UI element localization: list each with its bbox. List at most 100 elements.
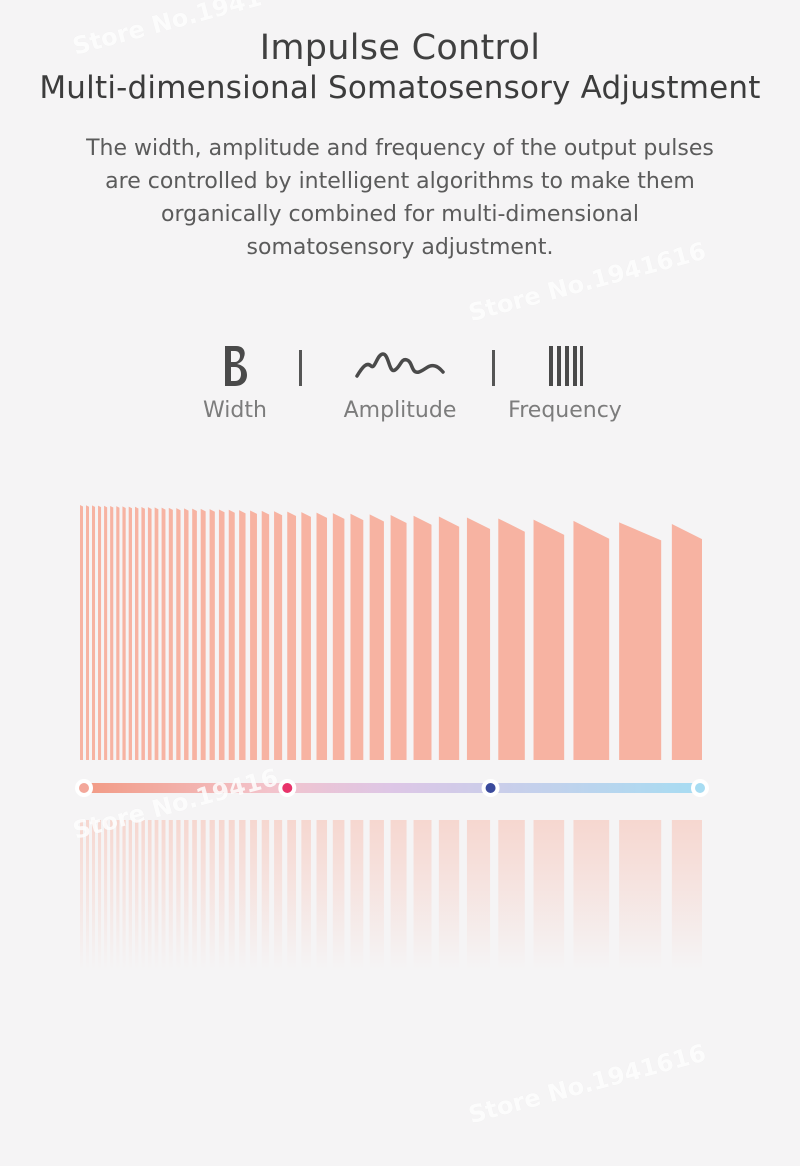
pulse-bar [316, 512, 328, 760]
pulse-bar [209, 509, 215, 760]
pulse-bar-reflection [98, 820, 102, 970]
divider [299, 350, 302, 386]
pulse-bar-reflection [261, 820, 270, 970]
pulse-bar-reflection [128, 820, 133, 970]
pulse-bar-reflection [116, 820, 120, 970]
pulse-bar [239, 510, 246, 760]
pulse-bars [80, 505, 702, 760]
param-label: Frequency [508, 398, 622, 423]
pulse-bar-reflection [122, 820, 126, 970]
pulse-bar-reflection [619, 820, 662, 970]
divider [492, 350, 495, 386]
description-line: The width, amplitude and frequency of th… [86, 136, 714, 161]
pulse-bar [438, 516, 460, 760]
pulse-bar [274, 511, 283, 760]
pulse-bar [573, 520, 610, 760]
pulse-bar-reflection [332, 820, 345, 970]
pulse-bar [390, 514, 407, 760]
pulse-bar-reflection [287, 820, 297, 970]
param-label: Amplitude [343, 398, 457, 423]
pulse-bar-reflection [228, 820, 235, 970]
pulse-bar-reflection [316, 820, 328, 970]
pulse-bar [250, 510, 257, 760]
pulse-bar [135, 506, 139, 760]
description-line: are controlled by intelligent algorithms… [105, 169, 695, 194]
pulse-bar [498, 518, 525, 760]
param-amplitude: Amplitude [335, 340, 465, 423]
wave-icon [335, 340, 465, 390]
pulse-bar-reflection [147, 820, 152, 970]
pulse-bar [176, 508, 181, 760]
pulse-bar-reflection [239, 820, 246, 970]
pulse-bar-reflection [369, 820, 384, 970]
slider-track [84, 783, 700, 793]
pulse-bar-reflection [498, 820, 525, 970]
pulse-bar-reflection [218, 820, 225, 970]
pulse-bar [154, 507, 159, 760]
pulse-bar-reflection [176, 820, 181, 970]
pulse-bar-reflection [110, 820, 114, 970]
letter-b-icon [190, 340, 280, 390]
pulse-bar [671, 524, 702, 760]
pulse-bar-reflection [168, 820, 173, 970]
pulse-bar-reflection [350, 820, 364, 970]
pulse-bar [466, 517, 491, 760]
param-label: Width [203, 398, 267, 423]
description: The width, amplitude and frequency of th… [50, 132, 750, 264]
slider-knob-center [282, 783, 293, 793]
description-line: organically combined for multi-dimension… [161, 202, 639, 227]
pulse-bar [369, 514, 384, 760]
pulse-bar-reflection [573, 820, 610, 970]
pulse-bar-reflection [413, 820, 432, 970]
pulse-bar [92, 505, 96, 760]
pulse-bar [228, 509, 235, 760]
pulse-bar-reflection [141, 820, 145, 970]
pulse-bar [98, 505, 102, 760]
pulse-bar [141, 506, 145, 760]
pulse-bar [86, 505, 90, 760]
pulse-bar-reflection [209, 820, 215, 970]
pulse-bar-reflection [80, 820, 83, 970]
page-title: Impulse Control [259, 28, 541, 68]
slider-knobs [75, 779, 709, 797]
pulse-bar [218, 509, 225, 760]
pulse-bar [116, 506, 120, 760]
pulse-bar-reflection [390, 820, 407, 970]
pulse-reflection [80, 820, 702, 970]
pulse-bar [533, 519, 565, 760]
pulse-bar [128, 506, 133, 760]
pulse-bar-reflection [250, 820, 257, 970]
pulse-bar-reflection [671, 820, 702, 970]
pulse-bar [619, 522, 662, 760]
pulse-bar [104, 505, 108, 760]
pulse-bar-reflection [533, 820, 565, 970]
pulse-bar-reflection [192, 820, 197, 970]
param-width: Width [190, 340, 280, 423]
pulse-bar-reflection [301, 820, 311, 970]
pulse-bar-reflection [274, 820, 283, 970]
pulse-bar-reflection [135, 820, 139, 970]
pulse-bar [192, 508, 197, 760]
pulse-bar [301, 512, 311, 760]
slider-knob-center [79, 783, 89, 793]
pulse-bar [413, 515, 432, 760]
pulse-bar-reflection [161, 820, 166, 970]
pulse-bar [80, 505, 83, 760]
pulse-bar [200, 508, 206, 760]
pulse-bar-reflection [86, 820, 90, 970]
pulse-bar [161, 507, 166, 760]
pulse-bar [261, 510, 270, 760]
page-subtitle: Multi-dimensional Somatosensory Adjustme… [39, 70, 761, 106]
pulse-bar [332, 513, 345, 760]
pulse-bar [287, 511, 297, 760]
bars-icon [500, 340, 630, 390]
pulse-bar-reflection [154, 820, 159, 970]
pulse-bar-reflection [438, 820, 460, 970]
pulse-bar [122, 506, 126, 760]
param-frequency: Frequency [500, 340, 630, 423]
pulse-bar-reflection [184, 820, 189, 970]
pulse-bar-reflection [200, 820, 206, 970]
pulse-bar [184, 508, 189, 760]
description-line: somatosensory adjustment. [246, 235, 554, 260]
slider-knob-center [695, 783, 705, 793]
